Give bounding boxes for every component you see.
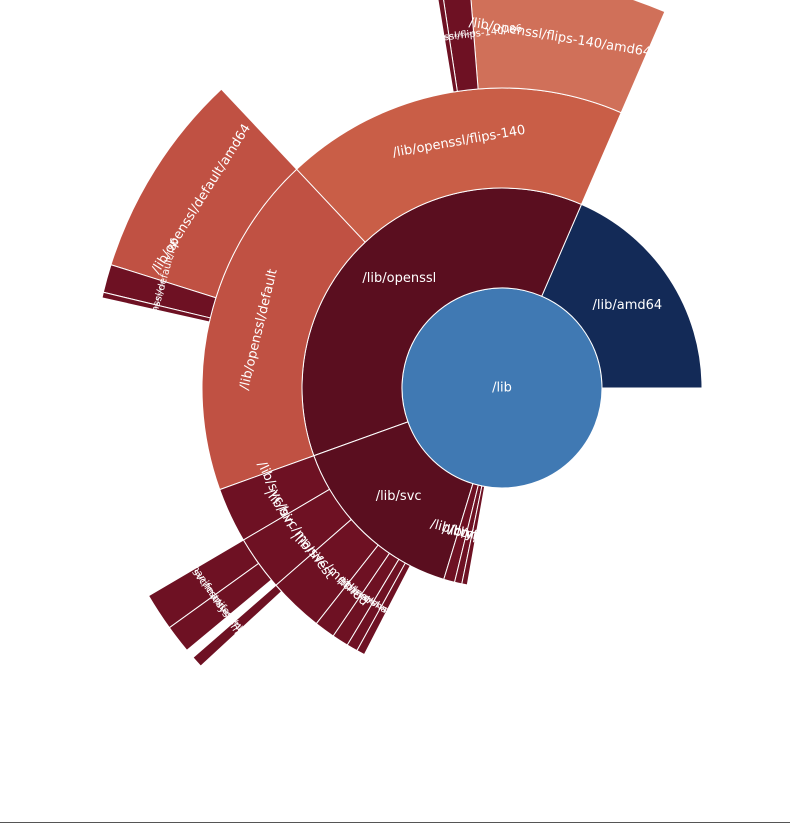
label-lib-amd64: /lib/amd64 — [593, 298, 663, 313]
segment-lib-svc-manifest-network[interactable] — [168, 562, 273, 652]
label-lib-svc: /lib/svc — [376, 489, 422, 504]
segment-lib-svc-method-share[interactable] — [192, 584, 283, 667]
segment-lib-amd64[interactable] — [541, 203, 703, 389]
segment-lib-openssl-default-sparcv9[interactable] — [101, 291, 211, 323]
segment-lib-mpxio[interactable] — [461, 485, 486, 586]
segment-lib-openssl-flips-140-sparcv9[interactable] — [435, 0, 458, 93]
bottom-rule — [0, 822, 790, 823]
segments-layer — [101, 0, 703, 667]
segment-lib-svc-seed[interactable] — [356, 562, 411, 656]
label-lib: /lib — [492, 381, 512, 396]
label-lib-openssl: /lib/openssl — [362, 271, 436, 286]
